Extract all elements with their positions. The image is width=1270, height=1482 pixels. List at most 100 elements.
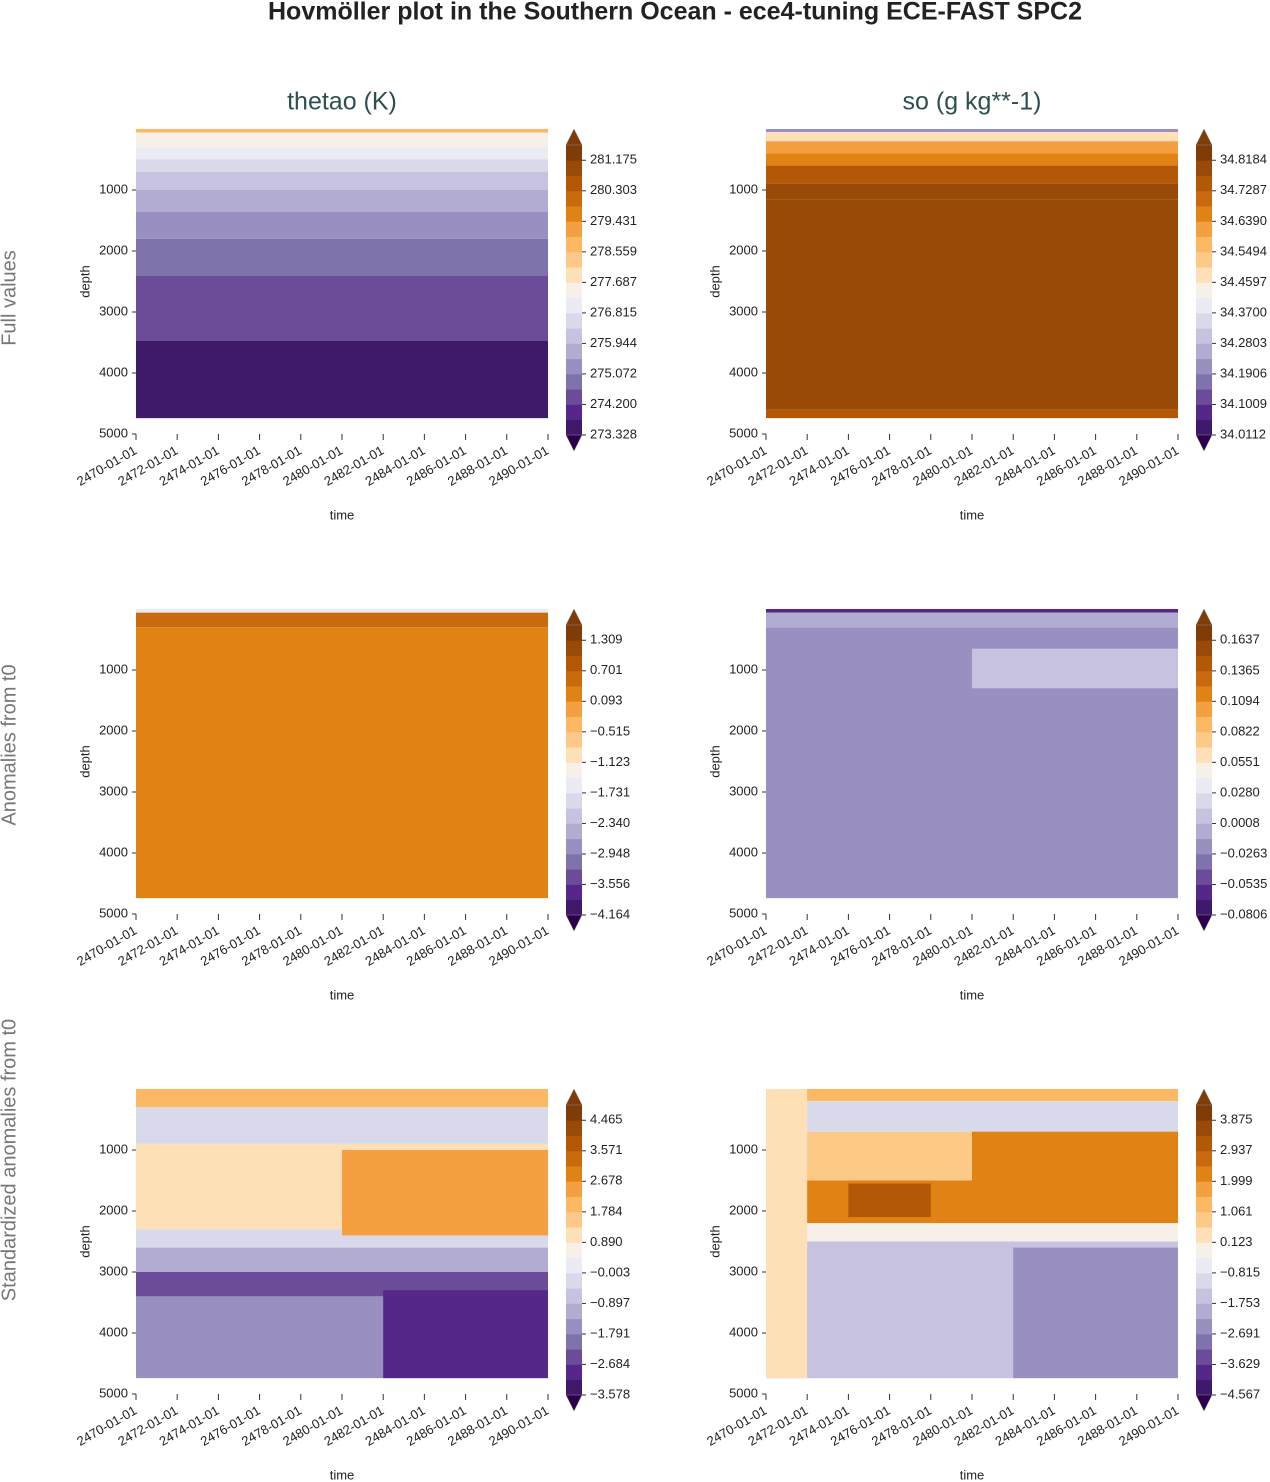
colorbar-tick-label: 280.303 — [590, 182, 637, 197]
colorbar-bin — [566, 358, 582, 375]
colorbar-tick-label: −4.567 — [1220, 1386, 1260, 1401]
colorbar-bin — [1196, 1272, 1212, 1289]
colorbar-bin — [566, 670, 582, 687]
colorbar-extend — [1195, 1088, 1213, 1106]
colorbar-bin — [1196, 1242, 1212, 1259]
contour-band — [136, 129, 548, 133]
colorbar-bin — [566, 190, 582, 207]
colorbar-tick-label: 0.093 — [590, 693, 623, 708]
colorbar-tick-label: 34.7287 — [1220, 182, 1267, 197]
colorbar-tick-label: 0.701 — [590, 662, 623, 677]
colorbar-bin — [1196, 640, 1212, 656]
colorbar-bin — [566, 1288, 582, 1304]
y-tick-label: 5000 — [729, 425, 758, 440]
colorbar-bin — [566, 1135, 582, 1152]
colorbar-bin — [566, 640, 582, 656]
colorbar-bin — [1196, 267, 1212, 283]
contour-band — [766, 183, 1178, 200]
colorbar-bin — [566, 838, 582, 855]
y-tick-label: 2000 — [729, 722, 758, 737]
colorbar-extend — [565, 128, 583, 146]
colorbar-tick-label: −1.753 — [1220, 1295, 1260, 1310]
colorbar-bin — [566, 808, 582, 824]
contour-band — [766, 1101, 1178, 1132]
x-axis-label: time — [330, 987, 355, 1002]
colorbar-bin — [566, 899, 582, 916]
y-tick-label: 1000 — [99, 661, 128, 676]
y-tick-label: 4000 — [729, 364, 758, 379]
colorbar-bin — [1196, 762, 1212, 779]
colorbar-bin — [566, 145, 582, 161]
y-tick-label: 1000 — [729, 1141, 758, 1156]
colorbar-tick-label: 0.123 — [1220, 1234, 1253, 1249]
colorbar-bin — [566, 625, 582, 641]
colorbar-extend — [565, 1088, 583, 1106]
colorbar-bin — [1196, 1333, 1212, 1350]
colorbar-bin — [1196, 884, 1212, 901]
colorbar-bin — [1196, 1288, 1212, 1304]
colorbar-tick-label: 0.1094 — [1220, 693, 1260, 708]
x-axis-label: time — [330, 507, 355, 522]
contour-band — [136, 190, 548, 212]
colorbar-bin — [1196, 1379, 1212, 1396]
colorbar-bin — [1196, 625, 1212, 641]
colorbar-tick-label: 34.0112 — [1220, 426, 1266, 441]
y-tick-label: 1000 — [729, 181, 758, 196]
colorbar-extend — [565, 1394, 583, 1412]
y-tick-label: 2000 — [99, 242, 128, 257]
colorbar-bin — [566, 1257, 582, 1274]
colorbar-bin — [1196, 777, 1212, 794]
colorbar-tick-label: 4.465 — [590, 1112, 623, 1127]
colorbar-bin — [1196, 1227, 1212, 1243]
contour-band — [971, 648, 1178, 689]
colorbar-bin — [1196, 670, 1212, 687]
contour-band — [766, 409, 1178, 419]
contour-band — [136, 276, 548, 341]
colorbar-bin — [1196, 175, 1212, 192]
colorbar-tick-label: −0.0535 — [1220, 876, 1267, 891]
colorbar-bin — [1196, 869, 1212, 885]
colorbar-bin — [1196, 792, 1212, 809]
colorbar-bin — [1196, 716, 1212, 733]
colorbar-tick-label: −3.556 — [590, 876, 630, 891]
colorbar-bin — [566, 404, 582, 421]
y-axis-label: depth — [77, 265, 92, 298]
colorbar-tick-label: 275.072 — [590, 365, 637, 380]
colorbar-bin — [1196, 419, 1212, 436]
colorbar-tick-label: 274.200 — [590, 396, 637, 411]
colorbar-tick-label: 276.815 — [590, 304, 637, 319]
colorbar-tick-label: −2.691 — [1220, 1325, 1260, 1340]
y-tick-label: 4000 — [729, 844, 758, 859]
colorbar-bin — [1196, 297, 1212, 314]
contour-band — [136, 340, 548, 419]
colorbar-tick-label: −3.629 — [1220, 1356, 1260, 1371]
contour-band — [766, 132, 1178, 142]
colorbar-bin — [1196, 1166, 1212, 1182]
colorbar-tick-label: 1.061 — [1220, 1203, 1253, 1218]
colorbar-tick-label: −0.815 — [1220, 1264, 1260, 1279]
colorbar-tick-label: −2.684 — [590, 1356, 630, 1371]
colorbar-bin — [1196, 1120, 1212, 1136]
colorbar-bin — [566, 1211, 582, 1228]
contour-band — [136, 132, 548, 148]
colorbar-bin — [566, 853, 582, 870]
y-tick-label: 3000 — [99, 303, 128, 318]
y-tick-label: 4000 — [99, 364, 128, 379]
colorbar-bin — [566, 389, 582, 405]
colorbar-bin — [1196, 838, 1212, 855]
colorbar-extend — [1195, 1394, 1213, 1412]
contour-band — [136, 612, 548, 628]
colorbar-bin — [1196, 358, 1212, 375]
colorbar-tick-label: −2.948 — [590, 845, 630, 860]
contour-band — [136, 238, 548, 277]
y-tick-label: 5000 — [99, 905, 128, 920]
colorbar-bin — [566, 1120, 582, 1136]
contour-band — [136, 1089, 548, 1108]
colorbar-tick-label: 34.4597 — [1220, 274, 1267, 289]
row-label: Standardized anomalies from t0 — [0, 1019, 20, 1301]
colorbar-tick-label: 0.890 — [590, 1234, 623, 1249]
y-axis-label: depth — [77, 745, 92, 778]
colorbar-bin — [566, 373, 582, 390]
colorbar-bin — [566, 731, 582, 748]
colorbar-bin — [1196, 328, 1212, 344]
